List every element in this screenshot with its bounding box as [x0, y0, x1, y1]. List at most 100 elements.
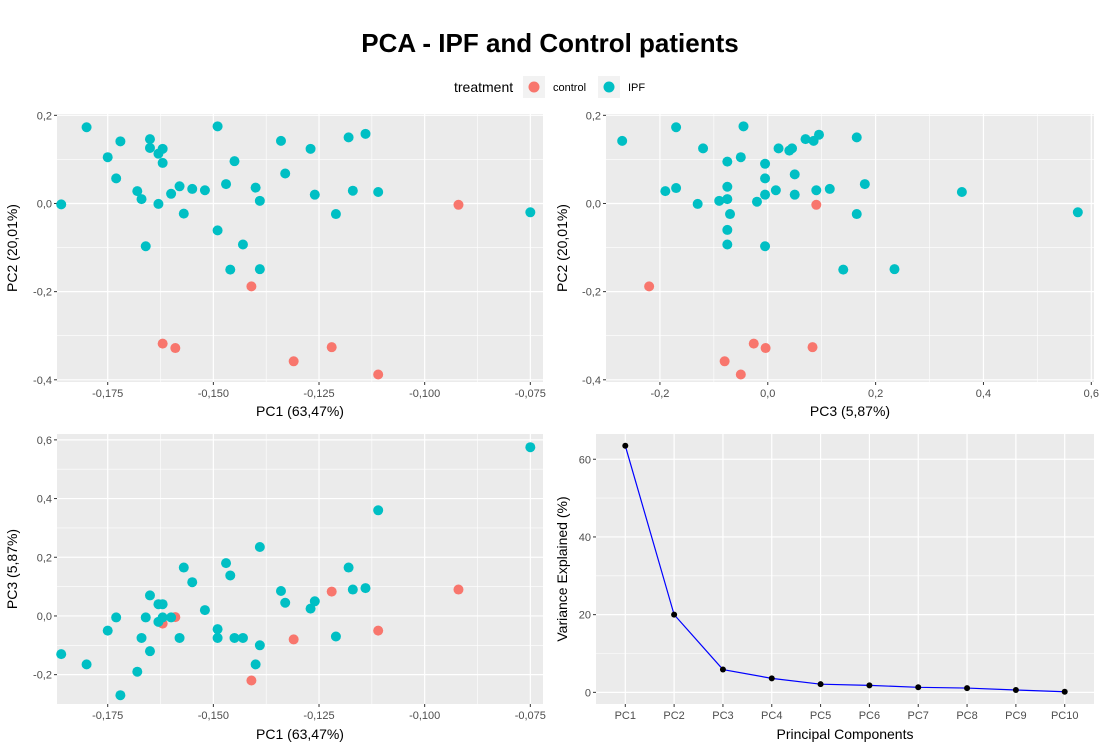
p0-point-IPF: [153, 198, 164, 209]
p2-point-IPF: [174, 632, 185, 643]
p0-point-control: [170, 343, 181, 354]
p2-point-IPF: [373, 505, 384, 516]
p2-point-IPF: [132, 666, 143, 677]
p1-point-IPF: [735, 152, 746, 163]
p3-y-tick-label: 20: [579, 610, 591, 622]
p0-point-IPF: [111, 173, 122, 184]
p0-point-IPF: [525, 207, 536, 218]
p3-variance-point-PC8: [964, 685, 971, 692]
p3-x-tick-label: PC1: [615, 710, 636, 722]
p1-point-IPF: [722, 224, 733, 235]
p2-point-IPF: [136, 632, 147, 643]
p0-point-IPF: [250, 182, 261, 193]
p0-point-IPF: [212, 121, 223, 132]
p3-variance-line: [624, 445, 1065, 693]
p2-point-IPF: [199, 605, 210, 616]
p0-point-IPF: [81, 122, 92, 133]
p3-variance-point-PC1: [622, 442, 629, 449]
p2-point-IPF: [81, 659, 92, 670]
p3-y-axis-label: Variance Explained (%): [554, 496, 570, 641]
p0-point-IPF: [140, 241, 151, 252]
p2-y-tick-label: 0,4: [37, 494, 52, 506]
p0-point-IPF: [225, 264, 236, 275]
p2-point-IPF: [144, 590, 155, 601]
p2-point-IPF: [347, 584, 358, 595]
p2-panel-background: [57, 434, 543, 704]
p1-y-axis-label: PC2 (20,01%): [554, 204, 570, 292]
p1-point-IPF: [851, 209, 862, 220]
p2-x-tick-label: -0,100: [409, 710, 440, 722]
p2-x-tick-label: -0,125: [303, 710, 334, 722]
p2-point-IPF: [212, 632, 223, 643]
p1-panel-background: [606, 114, 1094, 382]
p1-point-IPF: [617, 135, 628, 146]
p0-y-tick-label: 0,0: [37, 198, 52, 210]
p3-y-tick-label: 0: [585, 687, 591, 699]
p1-point-control: [735, 369, 746, 380]
p3-x-tick-label: PC9: [1005, 710, 1026, 722]
p1-point-control: [760, 343, 771, 354]
p1-point-IPF: [722, 194, 733, 205]
p0-point-IPF: [56, 199, 67, 210]
p2-point-IPF: [166, 612, 177, 623]
figure-title: PCA - IPF and Control patients: [361, 28, 739, 58]
p3-y-tick-label: 60: [579, 454, 591, 466]
p0-point-IPF: [280, 168, 291, 179]
p1-point-IPF: [698, 143, 709, 154]
p3-variance-point-PC6: [866, 682, 873, 689]
p1-x-axis-label: PC3 (5,87%): [810, 403, 890, 419]
p1-point-IPF: [956, 187, 967, 198]
p1-point-IPF: [760, 189, 771, 200]
p2-point-control: [246, 675, 257, 686]
p2-point-IPF: [178, 562, 189, 573]
p0-point-IPF: [275, 135, 286, 146]
p1-point-IPF: [770, 185, 781, 196]
p2-point-IPF: [343, 562, 354, 573]
p1-point-control: [719, 356, 730, 367]
p3-y-tick-label: 40: [579, 532, 591, 544]
p0-x-tick-label: -0,075: [515, 388, 546, 400]
p0-point-IPF: [199, 185, 210, 196]
p0-point-IPF: [330, 209, 341, 220]
p0-point-IPF: [343, 132, 354, 143]
p1-x-tick-label: 0,6: [1084, 388, 1099, 400]
p3-x-axis-label: Principal Components: [777, 726, 914, 742]
p2-x-axis-label: PC1 (63,47%): [256, 726, 344, 742]
p1-point-IPF: [789, 189, 800, 200]
p2-point-IPF: [525, 442, 536, 453]
p2-x-tick-label: -0,150: [198, 710, 229, 722]
p2-point-IPF: [237, 632, 248, 643]
p0-point-control: [288, 356, 299, 367]
p3-variance-point-PC2: [671, 611, 678, 618]
p0-point-IPF: [254, 264, 265, 275]
p1-point-IPF: [813, 129, 824, 140]
p0-point-IPF: [178, 208, 189, 219]
p0-point-IPF: [305, 143, 316, 154]
p0-point-control: [453, 199, 464, 210]
p0-point-control: [326, 342, 337, 353]
p0-x-axis-label: PC1 (63,47%): [256, 403, 344, 419]
p2-x-tick-label: -0,175: [92, 710, 123, 722]
p1-point-IPF: [660, 186, 671, 197]
p1-point-IPF: [824, 183, 835, 194]
p2-point-IPF: [56, 649, 67, 660]
p1-point-IPF: [859, 179, 870, 190]
p0-y-tick-label: -0,2: [33, 287, 52, 299]
p1-point-control: [811, 199, 822, 210]
p1-y-tick-label: -0,2: [582, 287, 601, 299]
legend-label-IPF: IPF: [628, 82, 645, 94]
legend-key-control: [528, 81, 540, 93]
p0-x-tick-label: -0,150: [198, 388, 229, 400]
p1-point-IPF: [725, 209, 736, 220]
p3-x-tick-label: PC4: [761, 710, 782, 722]
p0-point-IPF: [102, 152, 113, 163]
p0-point-IPF: [237, 239, 248, 250]
p0-point-control: [246, 281, 257, 292]
p3-variance-point-PC7: [915, 684, 922, 691]
p0-point-IPF: [254, 195, 265, 206]
p1-point-IPF: [838, 264, 849, 275]
legend-title: treatment: [454, 79, 513, 95]
legend: treatment control IPF: [454, 76, 645, 98]
